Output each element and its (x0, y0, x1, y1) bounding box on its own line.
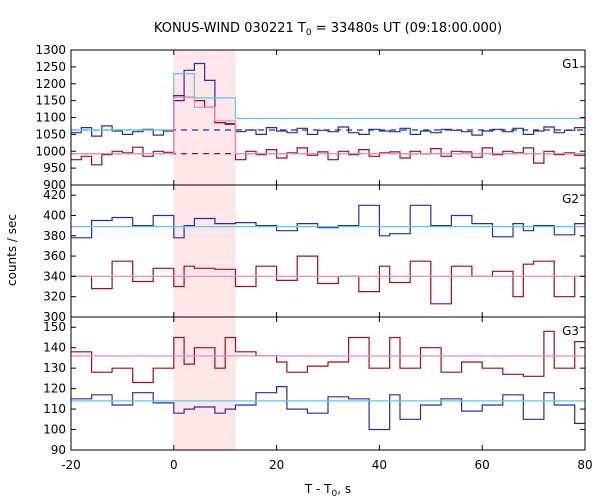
y-tick-label: 90 (51, 443, 66, 457)
title-rest: = 33480s UT (09:18:00.000) (312, 21, 502, 36)
burst-interval-shade (173, 50, 236, 450)
y-tick-label: 110 (43, 402, 66, 416)
y-tick-label: 1100 (35, 111, 66, 125)
x-tick-label: 60 (475, 458, 490, 472)
y-tick-label: 360 (43, 249, 66, 263)
series-g2-blue (71, 204, 585, 239)
xlabel-main: T - T (304, 482, 332, 496)
x-tick-label: 80 (577, 458, 592, 472)
y-tick-label: 130 (43, 361, 66, 375)
y-tick-label: 900 (43, 178, 66, 192)
chart-title: KONUS-WIND 030221 T0 = 33480s UT (09:18:… (154, 21, 502, 38)
y-tick-label: 950 (43, 161, 66, 175)
x-tick-label: 0 (170, 458, 178, 472)
y-tick-label: 1200 (35, 77, 66, 91)
series-g3-dark-red (71, 330, 585, 384)
y-tick-label: 1050 (35, 127, 66, 141)
x-tick-label: 20 (269, 458, 284, 472)
y-tick-label: 400 (43, 208, 66, 222)
xlabel-subscript: 0 (332, 489, 338, 499)
series-g2-dark-red (71, 255, 585, 305)
panel-label: G1 (562, 57, 579, 71)
y-tick-label: 1300 (35, 43, 66, 57)
title-main: KONUS-WIND 030221 T (154, 21, 306, 36)
series-g1-dark-red (71, 95, 585, 166)
x-tick-label: -20 (61, 458, 81, 472)
panel-label: G2 (562, 192, 579, 206)
y-tick-label: 380 (43, 229, 66, 243)
y-tick-label: 1150 (35, 94, 66, 108)
x-axis-label: T - T0, s (304, 482, 351, 499)
plot-layer: 9009501000105011001150120012501300G13003… (35, 43, 592, 472)
y-tick-label: 100 (43, 423, 66, 437)
y-tick-label: 340 (43, 269, 66, 283)
xlabel-rest: , s (337, 482, 351, 496)
series-g1-light-blue (71, 73, 585, 131)
panel-g3: 90 100 110 120 130 140 150 G3 (43, 316, 586, 457)
series-g3-blue (71, 386, 585, 431)
series-g1-blue (71, 62, 585, 137)
y-tick-label: 120 (43, 382, 66, 396)
panel-frame (70, 316, 586, 451)
panel-label: G3 (562, 324, 579, 338)
panel-frame (70, 184, 586, 318)
y-tick-label: 1000 (35, 144, 66, 158)
y-tick-label: 150 (43, 320, 66, 334)
y-tick-label: 140 (43, 341, 66, 355)
panel-g2: 300 320 340 360 380 400 420 G2 (43, 184, 586, 324)
x-tick-label: 40 (372, 458, 387, 472)
panel-frame (70, 49, 586, 186)
y-tick-label: 420 (43, 188, 66, 202)
title-subscript: 0 (306, 28, 312, 38)
y-axis-label: counts / sec (5, 214, 19, 286)
y-tick-label: 320 (43, 290, 66, 304)
series-g1-pink (71, 96, 585, 155)
y-tick-label: 300 (43, 310, 66, 324)
y-tick-label: 1250 (35, 60, 66, 74)
panel-g1: 900 950 1000 1050 1100 1150 1200 1250 1300 G1 (35, 43, 586, 192)
